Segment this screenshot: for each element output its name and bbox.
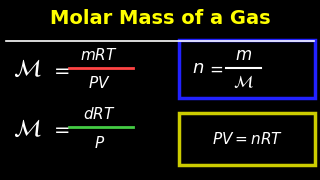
- Text: $m$: $m$: [235, 46, 252, 64]
- FancyBboxPatch shape: [179, 40, 315, 98]
- Text: $P$: $P$: [94, 135, 105, 151]
- Text: $dRT$: $dRT$: [83, 106, 116, 122]
- FancyBboxPatch shape: [179, 113, 315, 165]
- Text: $\mathcal{M}$: $\mathcal{M}$: [13, 117, 42, 141]
- Text: $\mathcal{M}$: $\mathcal{M}$: [233, 73, 253, 91]
- Text: $PV$: $PV$: [88, 75, 110, 91]
- Text: $=$: $=$: [50, 119, 70, 138]
- Text: $PV = nRT$: $PV = nRT$: [212, 131, 283, 147]
- Text: $n$: $n$: [192, 59, 204, 77]
- Text: $=$: $=$: [50, 60, 70, 79]
- Text: Molar Mass of a Gas: Molar Mass of a Gas: [50, 9, 270, 28]
- Text: $=$: $=$: [206, 59, 224, 77]
- Text: $mRT$: $mRT$: [80, 47, 118, 63]
- Text: $\mathcal{M}$: $\mathcal{M}$: [13, 57, 42, 81]
